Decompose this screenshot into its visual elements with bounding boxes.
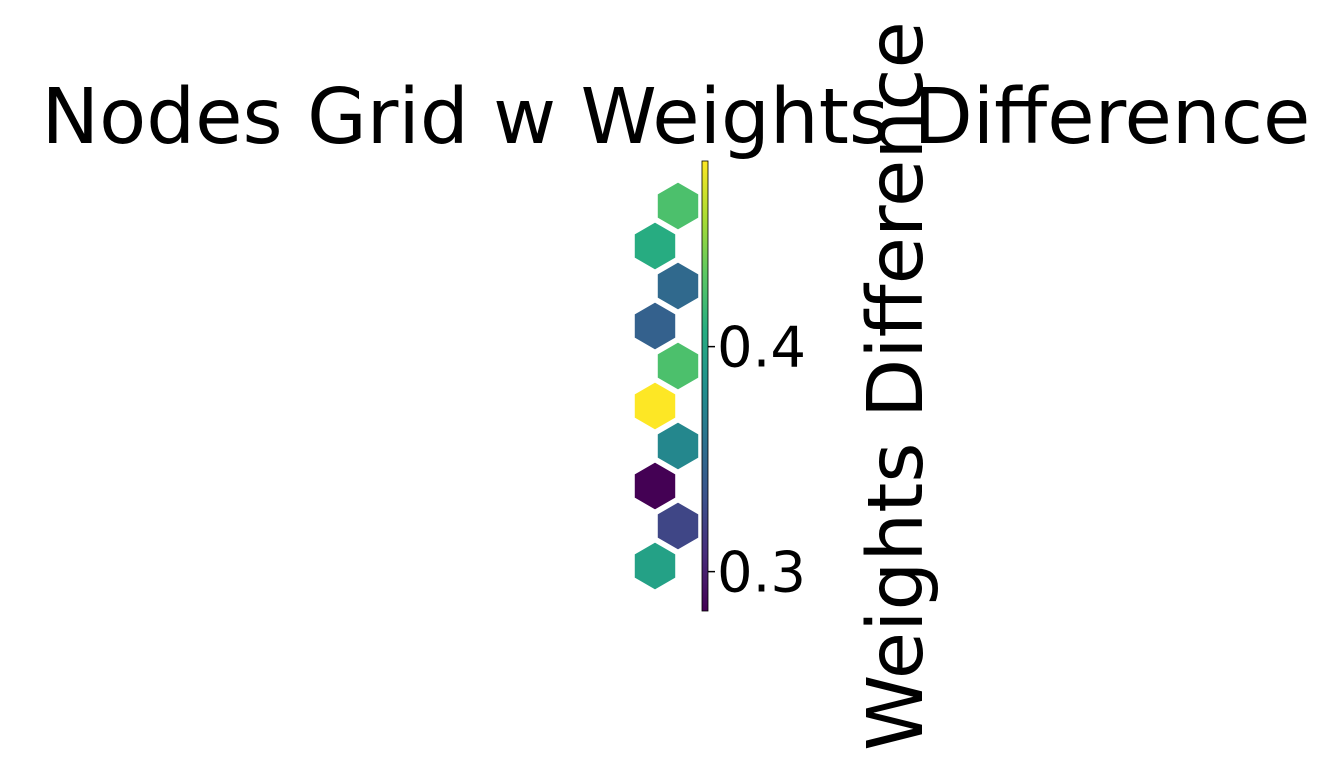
hex-node-5-0 <box>632 380 678 432</box>
hex-node-7-0 <box>632 460 678 512</box>
hex-node-4-0 <box>655 340 701 392</box>
colorbar-label: Weights Difference <box>852 21 941 751</box>
hex-node-3-0 <box>632 300 678 352</box>
chart-title: Nodes Grid w Weights Difference <box>42 73 1311 162</box>
hex-node-0-0 <box>655 180 701 232</box>
colorbar: 0.3 0.4 <box>701 160 806 612</box>
colorbar-ticks: 0.3 0.4 <box>708 316 806 606</box>
hex-node-8-0 <box>655 500 701 552</box>
hex-node-6-0 <box>655 420 701 472</box>
colorbar-tick-label-0.4: 0.4 <box>717 316 806 381</box>
colorbar-tick-label-0.3: 0.3 <box>717 541 806 606</box>
hex-node-2-0 <box>655 260 701 312</box>
hex-node-1-0 <box>632 220 678 272</box>
hex-node-grid <box>632 180 701 592</box>
colorbar-gradient <box>701 160 709 612</box>
hex-node-9-0 <box>632 540 678 592</box>
